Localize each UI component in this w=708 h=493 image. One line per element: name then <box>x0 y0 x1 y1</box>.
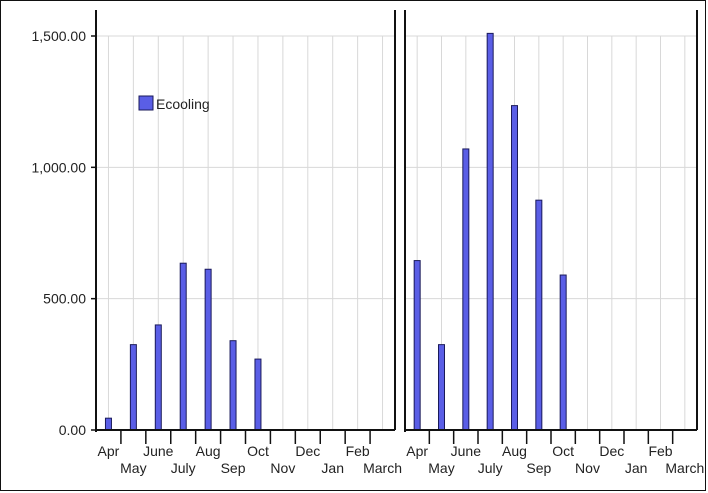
bar-aug <box>511 105 518 431</box>
bar-may <box>129 344 137 431</box>
bar-july <box>486 32 494 431</box>
x-tick-label: Aug <box>196 443 221 459</box>
bar-oct <box>559 274 567 431</box>
x-tick-label: Aug <box>502 443 527 459</box>
bar-sep <box>229 340 237 431</box>
bar-june <box>462 148 470 431</box>
x-tick-label: Oct <box>247 443 269 459</box>
x-tick-label: June <box>451 443 482 459</box>
x-tick-label: Feb <box>346 443 370 459</box>
x-tick-label: May <box>428 460 454 476</box>
legend: Ecooling <box>138 95 210 112</box>
bar-july <box>179 262 187 431</box>
bar-may <box>438 344 445 431</box>
x-tick-label: Sep <box>526 460 551 476</box>
bar-oct <box>254 358 262 431</box>
y-tick-label: 1,000.00 <box>32 159 87 175</box>
legend-label-ecooling: Ecooling <box>156 96 210 112</box>
y-tick-label: 0.00 <box>59 422 86 438</box>
x-tick-label: Nov <box>575 460 600 476</box>
bar-june <box>154 324 162 431</box>
x-tick-label: Sep <box>221 460 246 476</box>
x-tick-label: March <box>665 460 704 476</box>
x-tick-label: Jan <box>321 460 344 476</box>
bar-sep <box>535 199 543 431</box>
bar-aug <box>204 268 212 431</box>
legend-swatch <box>138 95 154 111</box>
y-tick-label: 500.00 <box>43 291 86 307</box>
bar-apr <box>104 417 112 431</box>
x-tick-label: May <box>120 460 146 476</box>
x-tick-label: Dec <box>295 443 320 459</box>
x-tick-label: July <box>171 460 196 476</box>
x-tick-label: Jan <box>625 460 648 476</box>
x-tick-label: Apr <box>406 443 428 459</box>
x-tick-label: Nov <box>270 460 295 476</box>
y-axis-labels: 0.00 500.00 1,000.00 1,500.00 <box>32 28 87 438</box>
x-tick-label: June <box>143 443 174 459</box>
x-tick-label: Feb <box>648 443 672 459</box>
bar-apr <box>413 260 421 431</box>
x-tick-label: Apr <box>98 443 120 459</box>
x-tick-label: Dec <box>599 443 624 459</box>
y-tick-label: 1,500.00 <box>32 28 87 44</box>
x-tick-label: Oct <box>552 443 574 459</box>
x-tick-label: July <box>478 460 503 476</box>
x-tick-label: March <box>363 460 402 476</box>
